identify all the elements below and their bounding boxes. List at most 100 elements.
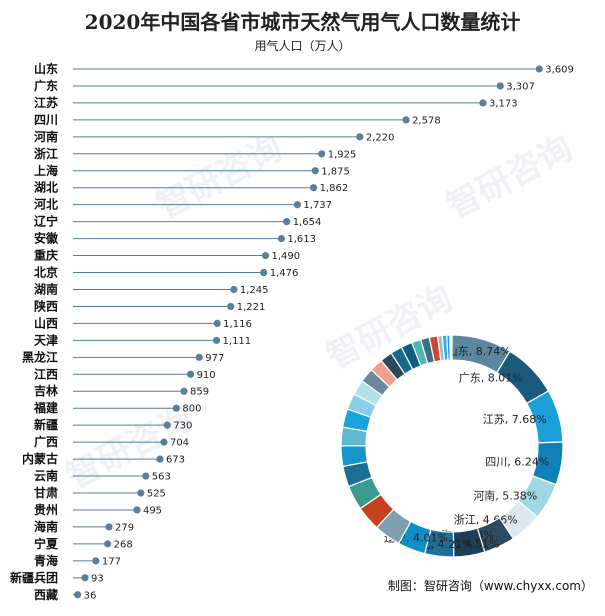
value-label: 93 [91,573,104,584]
data-point [195,353,203,361]
data-point [81,574,89,582]
value-label: 1,875 [321,166,350,177]
value-label: 1,221 [237,302,266,313]
chart-title: 2020年中国各省市城市天然气用气人口数量统计 [84,10,521,34]
donut-label: 山东, 8.74% [447,345,511,358]
donut-label: 河南, 5.38% [473,489,537,502]
value-label: 1,490 [272,251,301,262]
value-label: 1,862 [320,183,349,194]
category-label: 江西 [34,366,58,381]
value-label: 525 [147,489,166,500]
donut-label: 浙江, 4.66% [454,513,518,526]
category-label: 贵州 [34,502,58,517]
category-label: 山西 [34,315,58,330]
category-label: 北京 [34,265,58,280]
donut-label: 江苏, 7.68% [483,413,547,426]
category-label: 安徽 [34,231,59,246]
category-label: 新疆兵团 [10,570,58,585]
category-label: 天津 [34,332,58,347]
data-point [309,184,318,192]
data-point [230,285,238,294]
data-point [172,404,180,412]
category-label: 内蒙古 [22,451,58,466]
data-point [293,201,302,209]
category-label: 广西 [34,434,58,449]
data-point [133,506,141,514]
value-label: 977 [205,353,224,364]
category-label: 海南 [34,519,58,534]
value-label: 859 [190,387,209,398]
data-point [356,133,364,141]
data-point [213,319,221,327]
category-label: 宁夏 [34,536,59,551]
value-label: 3,173 [489,98,518,109]
category-label: 西藏 [34,587,58,602]
category-label: 福建 [33,400,59,415]
category-label: 河北 [33,197,58,212]
data-point [535,65,543,73]
value-label: 910 [197,370,216,381]
value-label: 673 [166,455,185,466]
chart-subtitle: 用气人口（万人） [254,39,351,53]
value-label: 2,220 [366,132,395,143]
category-label: 青海 [34,553,58,568]
data-point [163,421,171,429]
value-label: 36 [84,590,97,601]
category-label: 四川 [34,113,58,127]
category-label: 辽宁 [34,214,58,229]
value-label: 1,245 [240,285,269,296]
value-label: 1,925 [328,149,357,160]
data-point [318,150,326,158]
data-point [402,116,410,124]
value-label: 800 [182,404,201,415]
donut-slice [450,334,453,361]
value-label: 1,476 [270,268,299,279]
data-point [261,251,270,260]
data-point [260,268,268,277]
data-point [156,455,164,463]
data-point [137,489,145,497]
value-label: 279 [115,522,134,533]
donut-label: 广东, 8.01% [459,371,523,384]
value-label: 268 [114,539,133,550]
source-note: 制图：智研咨询（www.chyxx.com） [387,579,593,593]
value-label: 1,111 [223,336,252,347]
category-label: 新疆 [34,417,58,432]
value-label: 3,609 [545,65,574,76]
data-point [212,336,221,344]
category-label: 河南 [33,129,58,144]
data-point [283,218,291,226]
value-label: 177 [102,556,121,567]
value-label: 1,654 [293,217,322,228]
category-label: 浙江 [34,146,58,161]
data-point [74,591,82,599]
data-point [160,438,168,446]
data-point [496,82,504,90]
value-label: 1,613 [287,234,316,245]
data-point [311,167,319,175]
value-label: 3,307 [506,81,535,92]
data-point [105,523,113,531]
category-label: 陕西 [34,298,58,313]
category-label: 上海 [34,163,58,178]
value-label: 1,116 [223,319,252,330]
data-point [227,302,235,311]
category-label: 江苏 [34,95,58,110]
value-label: 563 [152,472,171,483]
category-label: 重庆 [34,248,58,263]
data-point [104,540,112,548]
category-label: 甘肃 [34,485,58,500]
category-label: 湖南 [34,281,58,296]
value-label: 2,578 [412,115,441,126]
category-label: 广东 [34,78,58,93]
data-point [92,557,100,565]
category-label: 吉林 [34,383,58,398]
category-label: 山东 [34,61,58,76]
data-point [186,370,195,378]
donut-label: 四川, 6.24% [485,456,549,469]
category-label: 湖北 [34,180,58,195]
data-point [277,235,285,243]
data-point [180,387,188,395]
